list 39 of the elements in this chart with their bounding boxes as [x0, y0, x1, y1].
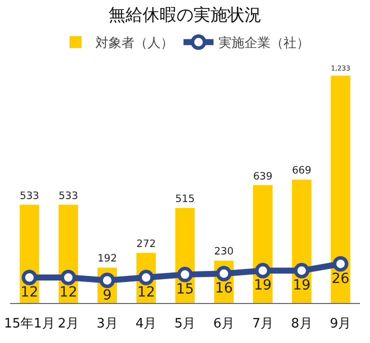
data-label: 16 — [214, 280, 233, 297]
x-tick-label: 7月 — [252, 316, 274, 332]
data-label: 12 — [20, 284, 38, 300]
x-tick-label: 8月 — [291, 316, 312, 332]
point — [216, 266, 232, 282]
data-label: 272 — [136, 238, 156, 250]
data-label: 639 — [253, 171, 272, 182]
data-label: 669 — [292, 166, 312, 177]
point — [22, 270, 38, 286]
data-label: 192 — [98, 254, 117, 265]
point — [255, 262, 271, 278]
x-tick-label: 15年1月 — [4, 316, 55, 332]
data-label: 9 — [102, 287, 112, 304]
point — [332, 256, 348, 272]
x-tick-label: 3月 — [96, 316, 118, 332]
data-label: 12 — [59, 284, 78, 300]
data-label: 15 — [176, 282, 194, 298]
data-label: 515 — [175, 194, 195, 206]
legend-label: 対象者（人） — [96, 35, 174, 52]
bar — [330, 76, 350, 303]
bar — [292, 180, 312, 303]
data-label: 230 — [214, 246, 234, 258]
data-label: 26 — [332, 270, 350, 287]
data-label: 19 — [292, 278, 311, 294]
point — [177, 266, 193, 282]
point — [60, 270, 76, 286]
data-label: 19 — [254, 278, 272, 294]
data-label: 533 — [58, 190, 78, 202]
legend-label: 実施企業（社） — [218, 35, 310, 52]
x-tick-label: 4月 — [135, 316, 157, 332]
x-tick-label: 9月 — [330, 316, 352, 332]
x-tick-label: 6月 — [213, 316, 235, 332]
data-label: 12 — [137, 284, 156, 300]
x-tick-label: 2月 — [58, 316, 79, 332]
bar — [253, 185, 272, 303]
point — [294, 262, 310, 278]
chart-title: 無給休暇の実施状況 — [108, 5, 262, 26]
x-tick-label: 5月 — [174, 316, 196, 332]
data-label: 533 — [20, 190, 40, 202]
